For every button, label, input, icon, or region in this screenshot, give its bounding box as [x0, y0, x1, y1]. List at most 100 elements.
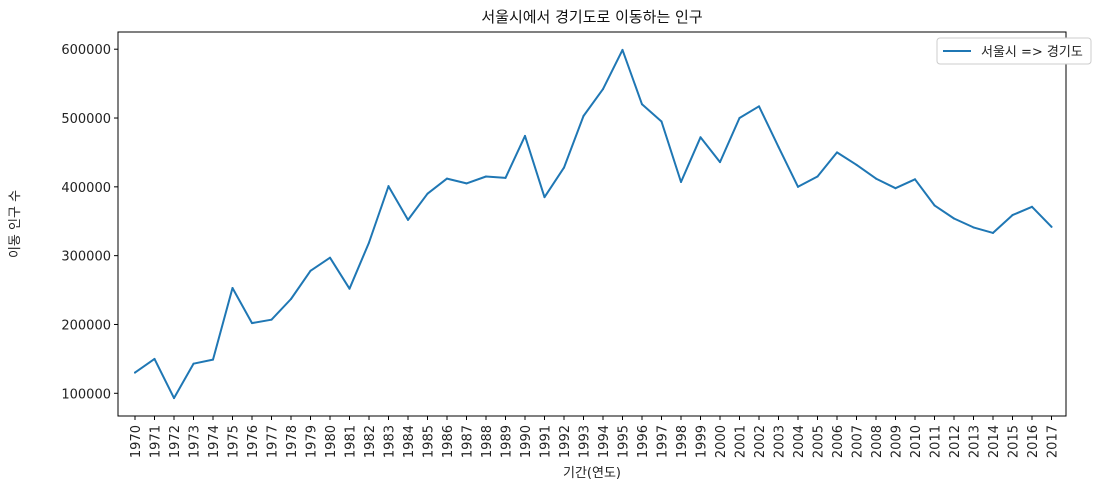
data-point — [738, 117, 741, 120]
y-tick-label: 200000 — [61, 318, 111, 333]
y-tick-label: 100000 — [61, 387, 111, 402]
data-point — [836, 151, 838, 154]
data-point — [914, 178, 916, 181]
x-tick-label: 1980 — [324, 425, 339, 458]
x-tick-label: 2016 — [1026, 425, 1041, 458]
x-tick-label: 1996 — [636, 425, 651, 458]
x-tick-label: 2006 — [831, 425, 846, 458]
x-tick-label: 1998 — [675, 425, 690, 458]
data-point — [543, 196, 546, 199]
data-point — [153, 357, 156, 360]
x-tick-label: 2015 — [1007, 425, 1022, 458]
data-point — [270, 318, 273, 321]
x-tick-label: 1981 — [344, 425, 359, 458]
data-point — [1011, 214, 1014, 217]
data-point — [212, 358, 214, 361]
data-point — [290, 298, 292, 301]
data-point — [563, 166, 565, 169]
y-tick-label: 500000 — [61, 112, 111, 127]
x-tick-label: 1984 — [402, 425, 417, 458]
x-tick-label: 1974 — [207, 425, 222, 458]
data-point — [173, 397, 175, 400]
x-tick-label: 1992 — [558, 425, 573, 458]
legend: 서울시 => 경기도 — [936, 37, 1092, 65]
x-tick-label: 1976 — [246, 425, 261, 458]
x-tick-label: 2013 — [968, 425, 983, 458]
x-tick-label: 1978 — [285, 425, 300, 458]
x-tick-label: 1995 — [617, 425, 632, 458]
data-point — [485, 175, 487, 178]
data-point — [387, 185, 390, 188]
y-tick-label: 600000 — [61, 43, 111, 58]
x-tick-label: 2008 — [870, 425, 885, 458]
x-tick-label: 1975 — [227, 425, 242, 458]
x-tick-label: 1988 — [480, 425, 495, 458]
x-tick-label: 1973 — [188, 425, 203, 458]
data-point — [407, 218, 409, 221]
x-tick-label: 1985 — [422, 425, 437, 458]
x-tick-label: 1977 — [266, 425, 281, 458]
x-tick-label: 1989 — [500, 425, 515, 458]
data-point — [816, 175, 819, 178]
x-tick-label: 2007 — [851, 425, 866, 458]
data-point — [329, 256, 331, 259]
x-tick-label: 1990 — [519, 425, 534, 458]
x-tick-label: 2005 — [812, 425, 827, 458]
data-point — [309, 269, 312, 272]
data-point — [602, 88, 604, 91]
data-point — [953, 217, 955, 220]
data-point — [972, 226, 975, 229]
x-tick-label: 2014 — [987, 425, 1002, 458]
data-point — [504, 176, 507, 179]
data-point — [933, 204, 936, 207]
data-point — [426, 192, 429, 195]
data-point — [875, 177, 877, 180]
x-axis-title: 기간(연도) — [563, 466, 621, 481]
data-point — [855, 163, 858, 166]
x-tick-label: 2012 — [948, 425, 963, 458]
x-tick-label: 1999 — [695, 425, 710, 458]
y-tick-label: 300000 — [61, 250, 111, 265]
data-point — [1050, 225, 1053, 228]
x-tick-label: 1986 — [441, 425, 456, 458]
data-point — [660, 120, 663, 123]
x-tick-label: 1971 — [149, 425, 164, 458]
data-point — [582, 114, 585, 117]
data-point — [465, 182, 468, 185]
data-point — [992, 231, 994, 234]
data-point — [231, 287, 234, 289]
data-point — [368, 241, 370, 244]
x-tick-label: 2011 — [929, 425, 944, 458]
plot-area: 100000 200000 300000 400000 500000 600000 1970… — [61, 31, 1067, 458]
x-tick-label: 2010 — [909, 425, 924, 458]
x-tick-label: 1994 — [597, 425, 612, 458]
data-point — [894, 187, 897, 190]
data-point — [1031, 205, 1033, 208]
data-point — [251, 322, 253, 325]
x-tick-label: 2003 — [773, 425, 788, 458]
data-point — [524, 134, 526, 137]
legend-entry-label: 서울시 => 경기도 — [981, 45, 1083, 60]
legend-box — [936, 37, 1092, 65]
x-tick-label: 1991 — [539, 425, 554, 458]
x-tick-label: 2002 — [753, 425, 768, 458]
x-tick-label: 1972 — [168, 425, 183, 458]
data-point — [134, 371, 136, 374]
x-tick-label: 1997 — [656, 425, 671, 458]
data-point — [446, 177, 448, 180]
data-point — [777, 145, 780, 148]
x-tick-label: 1970 — [129, 425, 144, 458]
series-line — [134, 48, 1053, 400]
data-point — [621, 48, 624, 51]
x-tick-label: 2009 — [890, 425, 905, 458]
x-tick-label: 1983 — [383, 425, 398, 458]
y-tick-label: 400000 — [61, 181, 111, 196]
x-tick-label: 1987 — [461, 425, 476, 458]
x-tick-label: 1982 — [363, 425, 378, 458]
x-tick-label: 1993 — [578, 425, 593, 458]
data-point — [719, 161, 721, 164]
data-point — [797, 185, 799, 188]
y-axis-title: 이동 인구 수 — [8, 190, 23, 258]
data-point — [192, 362, 195, 365]
